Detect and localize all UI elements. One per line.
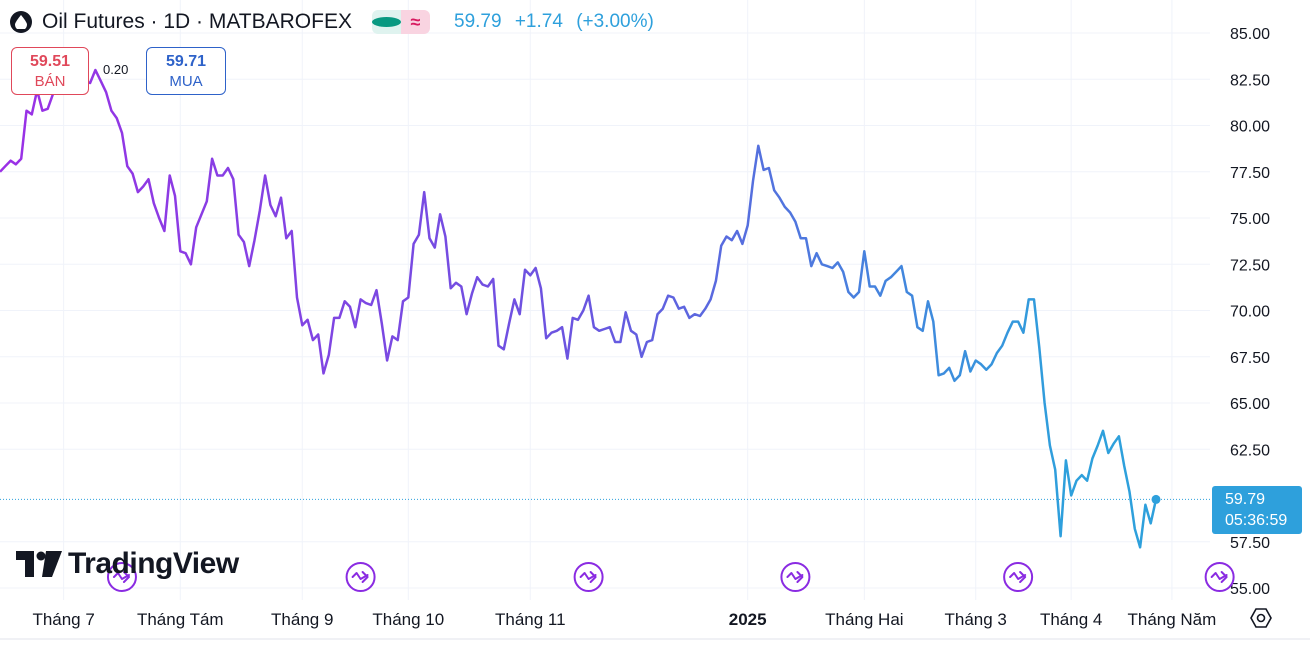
- sell-label: BÁN: [34, 73, 66, 90]
- y-tick-label: 65.00: [1230, 396, 1270, 413]
- chart-header: Oil Futures · 1D · MATBAROFEX ≈ 59.79 +1…: [10, 6, 662, 38]
- x-tick-label: Tháng 9: [271, 610, 333, 629]
- x-tick-label: Tháng 10: [372, 610, 444, 629]
- buy-label: MUA: [169, 73, 203, 90]
- header-change: +1.74: [514, 11, 563, 32]
- buy-button[interactable]: 59.71 MUA: [146, 47, 226, 95]
- status-indicators[interactable]: ≈: [372, 10, 430, 34]
- x-tick-label: Tháng Hai: [825, 610, 903, 629]
- header-last-price: 59.79: [454, 11, 502, 32]
- x-tick-label: 2025: [729, 610, 767, 629]
- bar-countdown: 05:36:59: [1225, 512, 1288, 529]
- tradingview-wordmark: TradingView: [68, 547, 239, 580]
- spread-value: 0.20: [103, 62, 129, 77]
- header-change-pct: (+3.00%): [576, 11, 654, 32]
- y-tick-label: 62.50: [1230, 442, 1270, 459]
- event-marker-icon[interactable]: [106, 562, 137, 592]
- x-tick-label: Tháng 4: [1040, 610, 1102, 629]
- oil-drop-icon: [10, 11, 32, 33]
- chart-grid: [0, 0, 1210, 600]
- y-tick-label: 57.50: [1230, 535, 1270, 552]
- settings-gear-icon[interactable]: [1250, 607, 1272, 634]
- event-markers: [106, 562, 1235, 592]
- y-tick-label: 82.50: [1230, 72, 1270, 89]
- buy-price: 59.71: [165, 53, 207, 70]
- series-line-oil-futures: [0, 68, 1158, 549]
- y-tick-label: 55.00: [1230, 581, 1270, 598]
- last-point-marker: [1151, 494, 1161, 504]
- tradingview-logo-icon: [16, 551, 62, 577]
- x-tick-label: Tháng Năm: [1127, 610, 1216, 629]
- event-marker-icon[interactable]: [573, 562, 604, 592]
- y-tick-label: 67.50: [1230, 350, 1270, 367]
- sell-button[interactable]: 59.51 BÁN: [11, 47, 89, 95]
- symbol-title[interactable]: Oil Futures · 1D · MATBAROFEX: [42, 10, 352, 33]
- market-open-dot-icon[interactable]: [372, 10, 401, 34]
- y-axis[interactable]: 85.00 82.50 80.00 77.50 75.00 72.50 70.00 67.50…: [1230, 26, 1270, 598]
- header-price-change: 59.79 +1.74 (+3.00%): [454, 11, 662, 33]
- y-tick-label: 80.00: [1230, 119, 1270, 136]
- sell-price: 59.51: [29, 53, 71, 70]
- last-price-value: 59.79: [1225, 491, 1266, 508]
- last-price-label: 59.79 05:36:59: [1212, 486, 1302, 534]
- event-marker-icon[interactable]: [1204, 562, 1235, 592]
- event-marker-icon[interactable]: [780, 562, 811, 592]
- y-tick-label: 75.00: [1230, 211, 1270, 228]
- delayed-approx-icon[interactable]: ≈: [401, 10, 430, 34]
- y-tick-label: 70.00: [1230, 304, 1270, 321]
- event-marker-icon[interactable]: [1003, 562, 1034, 592]
- x-tick-label: Tháng 3: [945, 610, 1007, 629]
- x-axis[interactable]: Tháng 7 Tháng Tám Tháng 9 Tháng 10 Tháng 11 2…: [32, 610, 1216, 629]
- tradingview-logo[interactable]: TradingView: [16, 547, 239, 581]
- y-tick-label: 77.50: [1230, 165, 1270, 182]
- event-marker-icon[interactable]: [345, 562, 376, 592]
- x-tick-label: Tháng 11: [495, 610, 566, 629]
- y-tick-label: 72.50: [1230, 257, 1270, 274]
- x-tick-label: Tháng Tám: [137, 610, 224, 629]
- y-tick-label: 85.00: [1230, 26, 1270, 43]
- x-tick-label: Tháng 7: [32, 610, 94, 629]
